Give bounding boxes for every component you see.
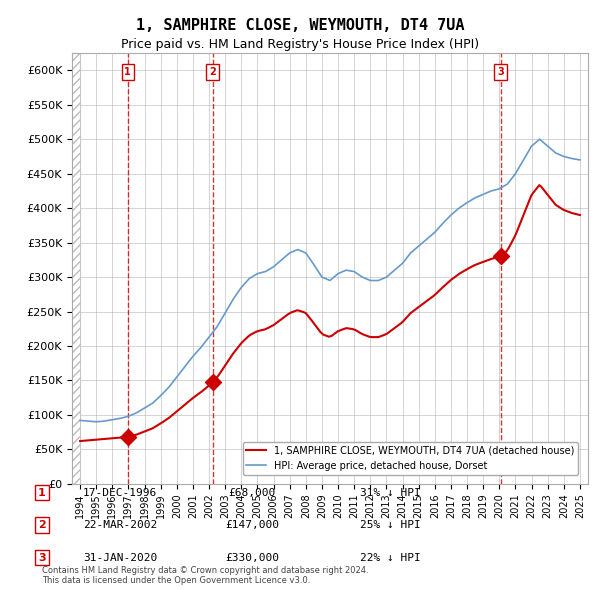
Legend: 1, SAMPHIRE CLOSE, WEYMOUTH, DT4 7UA (detached house), HPI: Average price, detac: 1, SAMPHIRE CLOSE, WEYMOUTH, DT4 7UA (de… xyxy=(242,442,578,474)
Text: 1: 1 xyxy=(38,488,46,497)
Text: 25% ↓ HPI: 25% ↓ HPI xyxy=(359,520,421,530)
Text: 31-JAN-2020: 31-JAN-2020 xyxy=(83,553,157,562)
Text: 31% ↓ HPI: 31% ↓ HPI xyxy=(359,488,421,497)
Text: £330,000: £330,000 xyxy=(225,553,279,562)
Text: 1: 1 xyxy=(124,67,131,77)
Text: 22-MAR-2002: 22-MAR-2002 xyxy=(83,520,157,530)
Bar xyxy=(72,53,80,484)
Text: 1, SAMPHIRE CLOSE, WEYMOUTH, DT4 7UA: 1, SAMPHIRE CLOSE, WEYMOUTH, DT4 7UA xyxy=(136,18,464,32)
Text: 2: 2 xyxy=(38,520,46,530)
Text: 3: 3 xyxy=(38,553,46,562)
Text: £147,000: £147,000 xyxy=(225,520,279,530)
Text: 3: 3 xyxy=(497,67,504,77)
Text: £68,000: £68,000 xyxy=(229,488,275,497)
Text: Contains HM Land Registry data © Crown copyright and database right 2024.
This d: Contains HM Land Registry data © Crown c… xyxy=(42,566,368,585)
Text: 22% ↓ HPI: 22% ↓ HPI xyxy=(359,553,421,562)
Text: Price paid vs. HM Land Registry's House Price Index (HPI): Price paid vs. HM Land Registry's House … xyxy=(121,38,479,51)
Text: 17-DEC-1996: 17-DEC-1996 xyxy=(83,488,157,497)
Text: 2: 2 xyxy=(209,67,216,77)
